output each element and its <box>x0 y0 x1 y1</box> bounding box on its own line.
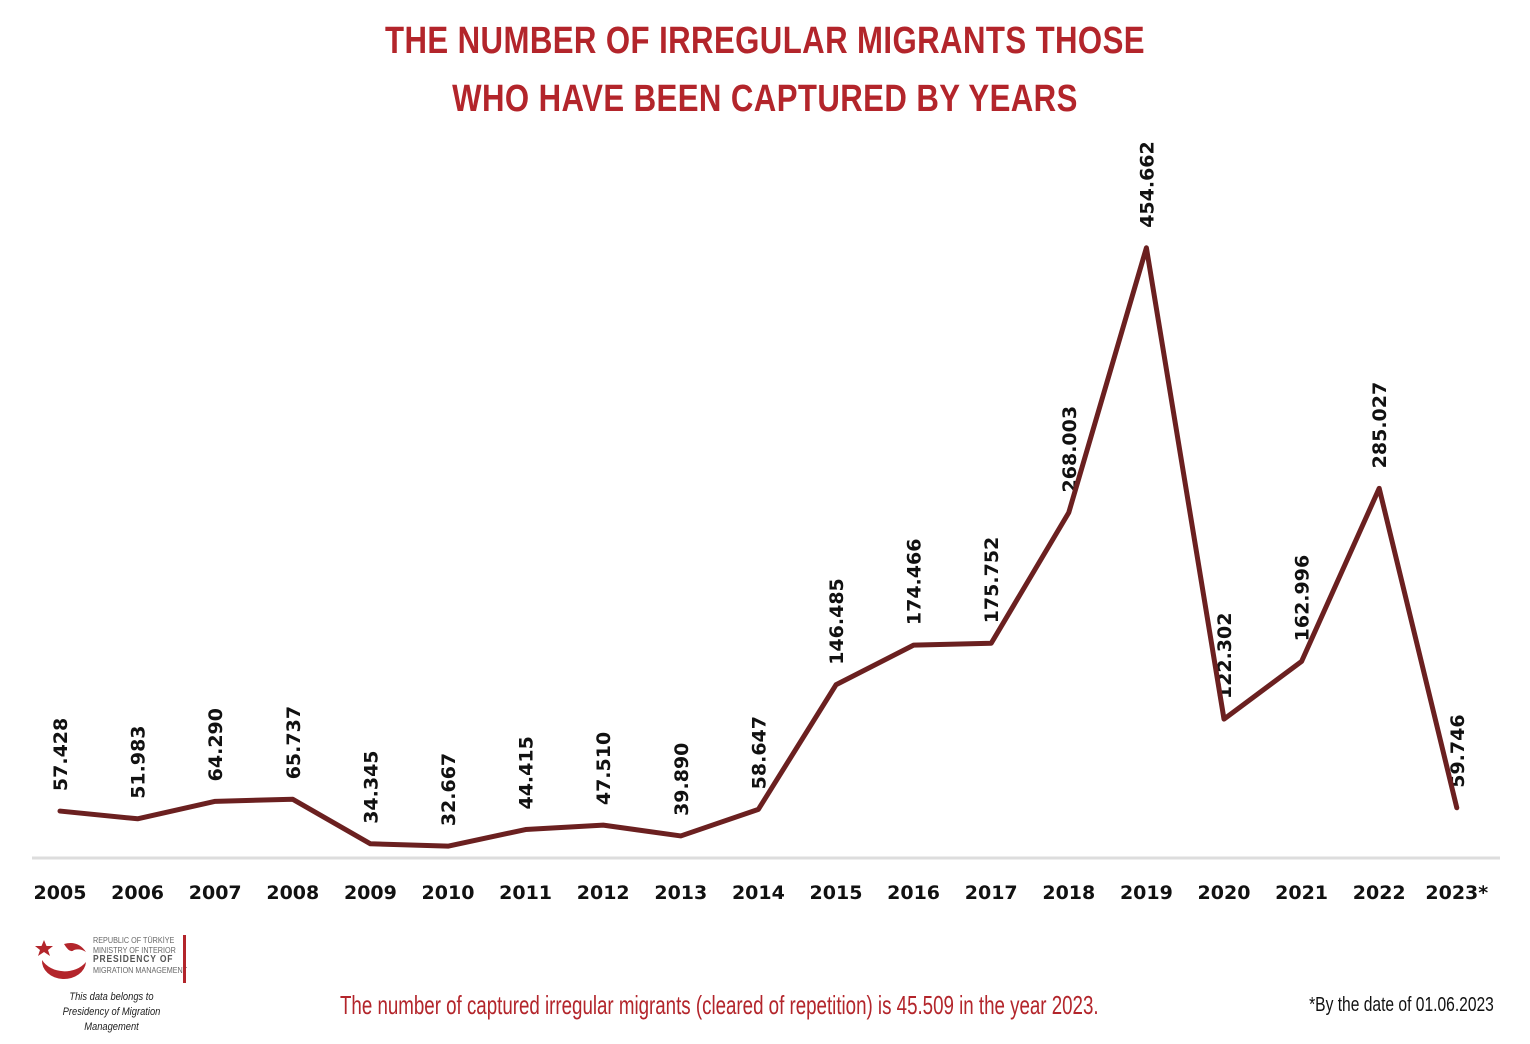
data-label: 34.345 <box>360 750 382 823</box>
x-tick-label: 2009 <box>344 882 397 904</box>
data-label: 64.290 <box>205 708 227 781</box>
x-tick-label: 2022 <box>1353 882 1406 904</box>
x-tick-label: 2015 <box>810 882 863 904</box>
logo-line-4: MIGRATION MANAGEMENT <box>93 965 188 975</box>
x-tick-label: 2018 <box>1042 882 1095 904</box>
belongs-line-2: Presidency of Migration Management <box>62 1006 161 1033</box>
star-icon <box>35 940 53 956</box>
data-label: 51.983 <box>128 725 150 798</box>
data-labels: 57.428 51.983 64.290 65.737 34.345 32.667 44.4… <box>50 141 1469 826</box>
data-label: 57.428 <box>50 718 72 791</box>
data-label: 162.996 <box>1292 555 1314 642</box>
x-tick-label: 2008 <box>266 882 319 904</box>
x-tick-label: 2017 <box>965 882 1018 904</box>
data-label: 44.415 <box>516 736 538 809</box>
data-label: 39.890 <box>671 743 693 816</box>
data-label: 174.466 <box>904 539 926 626</box>
presidency-logo <box>35 940 86 980</box>
data-label: 58.647 <box>748 716 770 789</box>
logo-line-3: PRESIDENCY OF <box>93 954 174 965</box>
x-tick-label: 2005 <box>34 882 87 904</box>
logo-text: REPUBLIC OF TÜRKİYE MINISTRY OF INTERIOR… <box>93 935 187 975</box>
bird-icon <box>64 943 86 952</box>
logo-line-1: REPUBLIC OF TÜRKİYE <box>93 935 175 945</box>
x-tick-label: 2016 <box>887 882 940 904</box>
belongs-line-1: This data belongs to <box>69 991 154 1003</box>
chart-title-line-2: WHO HAVE BEEN CAPTURED BY YEARS <box>452 78 1078 120</box>
x-tick-label: 2019 <box>1120 882 1173 904</box>
data-ownership-note: This data belongs to Presidency of Migra… <box>46 990 178 1035</box>
data-label: 47.510 <box>593 732 615 805</box>
x-tick-label: 2023* <box>1425 882 1488 904</box>
data-label: 32.667 <box>438 753 460 826</box>
chart-title-line-1: THE NUMBER OF IRREGULAR MIGRANTS THOSE <box>385 20 1145 62</box>
x-tick-label: 2011 <box>499 882 552 904</box>
logo-line-2: MINISTRY OF INTERIOR <box>93 945 176 955</box>
line-chart: 57.428 51.983 64.290 65.737 34.345 32.667 44.4… <box>32 141 1500 904</box>
data-label: 268.003 <box>1059 406 1081 493</box>
x-tick-label: 2014 <box>732 882 785 904</box>
x-tick-label: 2021 <box>1275 882 1328 904</box>
data-label: 146.485 <box>826 578 848 665</box>
x-tick-label: 2007 <box>189 882 242 904</box>
date-note: *By the date of 01.06.2023 <box>1309 994 1494 1016</box>
x-tick-label: 2010 <box>422 882 475 904</box>
data-label: 59.746 <box>1447 714 1469 787</box>
x-tick-label: 2020 <box>1198 882 1251 904</box>
data-label: 175.752 <box>981 537 1003 624</box>
data-label: 454.662 <box>1136 141 1158 228</box>
x-tick-label: 2013 <box>654 882 707 904</box>
data-label: 285.027 <box>1369 382 1391 469</box>
x-tick-label: 2012 <box>577 882 630 904</box>
logo-divider <box>183 935 186 983</box>
series-line <box>57 245 1460 849</box>
captured-migrants-note: The number of captured irregular migrant… <box>340 990 1099 1020</box>
x-tick-labels: 2005 2006 2007 2008 2009 2010 2011 2012 2013 2014… <box>34 882 1489 904</box>
crescent-icon <box>41 960 86 980</box>
x-tick-label: 2006 <box>111 882 164 904</box>
data-label: 65.737 <box>283 706 305 779</box>
